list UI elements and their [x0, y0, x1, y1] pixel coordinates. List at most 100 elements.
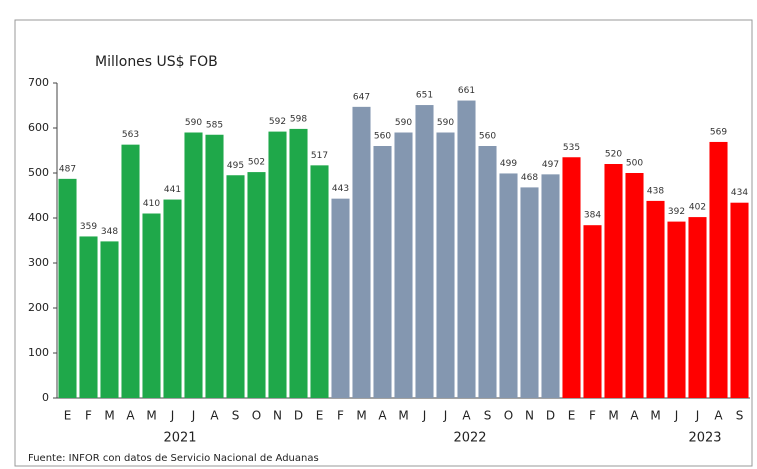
x-tick-label: O	[504, 409, 513, 423]
x-tick-label: S	[484, 409, 492, 423]
value-label: 535	[563, 143, 580, 153]
value-label: 598	[290, 114, 307, 124]
value-label: 359	[80, 222, 97, 232]
year-label: 2022	[453, 431, 486, 446]
bar	[331, 198, 350, 398]
bar	[268, 131, 287, 398]
value-label: 392	[668, 207, 685, 217]
y-tick-label: 400	[28, 211, 49, 224]
bar	[667, 221, 686, 398]
value-label: 438	[647, 186, 664, 196]
y-tick-label: 300	[28, 256, 49, 269]
x-tick-label: M	[104, 409, 114, 423]
x-tick-label: J	[422, 409, 427, 423]
x-tick-label: A	[462, 409, 471, 423]
bar	[646, 200, 665, 398]
bar	[142, 213, 161, 398]
bar	[121, 144, 140, 398]
bar	[163, 199, 182, 398]
x-tick-label: A	[714, 409, 723, 423]
x-tick-label: N	[273, 409, 282, 423]
bar	[79, 236, 98, 398]
value-label: 590	[185, 118, 202, 128]
value-label: 410	[143, 199, 160, 209]
bar	[436, 132, 455, 398]
x-tick-label: F	[85, 409, 92, 423]
bar	[604, 164, 623, 398]
x-tick-label: D	[546, 409, 555, 423]
value-label: 502	[248, 158, 265, 168]
x-tick-label: D	[294, 409, 303, 423]
x-tick-label: S	[232, 409, 240, 423]
x-tick-label: M	[398, 409, 408, 423]
value-label: 500	[626, 159, 643, 169]
bar	[520, 187, 539, 398]
bar	[352, 106, 371, 398]
bar	[415, 105, 434, 399]
value-label: 647	[353, 92, 370, 102]
bar	[100, 241, 119, 398]
value-label: 585	[206, 120, 223, 130]
y-tick-label: 700	[28, 76, 49, 89]
y-tick-label: 600	[28, 121, 49, 134]
value-label: 520	[605, 150, 622, 160]
value-label: 563	[122, 130, 139, 140]
bar	[499, 173, 518, 398]
value-label: 499	[500, 159, 517, 169]
value-label: 441	[164, 185, 181, 195]
value-label: 592	[269, 117, 286, 127]
value-label: 590	[395, 118, 412, 128]
value-label: 497	[542, 160, 559, 170]
x-tick-label: M	[650, 409, 660, 423]
y-tick-label: 200	[28, 301, 49, 314]
bar	[394, 132, 413, 398]
x-tick-label: J	[443, 409, 448, 423]
year-label: 2021	[163, 431, 196, 446]
bar	[478, 146, 497, 398]
y-tick-label: 500	[28, 166, 49, 179]
bar	[562, 157, 581, 398]
bar	[583, 225, 602, 398]
x-tick-label: J	[695, 409, 700, 423]
x-tick-label: O	[252, 409, 261, 423]
bar	[688, 217, 707, 398]
value-label: 590	[437, 118, 454, 128]
bar	[730, 202, 749, 398]
x-tick-label: F	[337, 409, 344, 423]
bar	[625, 173, 644, 398]
value-label: 487	[59, 164, 76, 174]
bar	[184, 132, 203, 398]
source-note: Fuente: INFOR con datos de Servicio Naci…	[28, 453, 319, 464]
bar	[226, 175, 245, 398]
bar	[310, 165, 329, 398]
x-tick-label: J	[170, 409, 175, 423]
x-tick-label: N	[525, 409, 534, 423]
y-tick-label: 100	[28, 346, 49, 359]
x-tick-label: A	[378, 409, 387, 423]
bar	[457, 100, 476, 399]
y-tick-label: 0	[42, 391, 49, 404]
bar	[541, 174, 560, 398]
bar	[709, 141, 728, 398]
x-tick-label: E	[64, 409, 72, 423]
bar	[289, 128, 308, 398]
x-tick-label: S	[736, 409, 744, 423]
value-label: 661	[458, 86, 475, 96]
x-tick-label: E	[316, 409, 324, 423]
value-label: 651	[416, 91, 433, 101]
value-label: 569	[710, 127, 727, 137]
value-label: 443	[332, 184, 349, 194]
value-label: 495	[227, 161, 244, 171]
x-tick-label: E	[568, 409, 576, 423]
value-label: 384	[584, 211, 601, 221]
bar	[373, 146, 392, 398]
x-tick-label: M	[146, 409, 156, 423]
bar	[58, 178, 77, 398]
value-label: 517	[311, 151, 328, 161]
bar	[205, 134, 224, 398]
x-tick-label: M	[356, 409, 366, 423]
year-label: 2023	[688, 431, 721, 446]
x-tick-label: M	[608, 409, 618, 423]
chart-title: Millones US$ FOB	[95, 54, 218, 70]
